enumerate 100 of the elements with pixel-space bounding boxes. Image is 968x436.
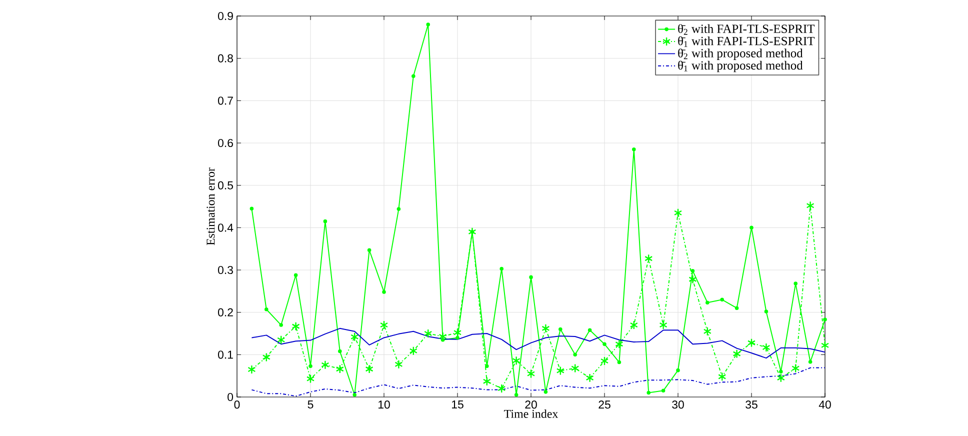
point	[617, 360, 622, 364]
point	[323, 219, 328, 224]
legend-label: θ̄$_{2}$ with FAPI-TLS-ESPRIT	[678, 24, 815, 35]
legend-label: θ̄$_{1}$ with FAPI-TLS-ESPRIT	[678, 36, 815, 47]
line-series	[251, 328, 826, 359]
point	[382, 290, 386, 294]
point	[279, 323, 283, 327]
point	[352, 392, 356, 397]
point	[794, 282, 798, 286]
line-series	[251, 367, 826, 397]
point	[456, 336, 460, 340]
x-tick-label: 0	[234, 400, 240, 409]
point	[688, 274, 697, 284]
point	[734, 306, 739, 310]
point	[409, 346, 418, 356]
y-tick-label: 0	[228, 392, 234, 402]
point	[350, 332, 359, 342]
point	[500, 266, 504, 271]
point	[321, 360, 330, 370]
point	[308, 364, 312, 368]
point	[544, 390, 548, 394]
point	[586, 373, 594, 383]
y-tick-label: 0.3	[218, 266, 233, 274]
x-tick-label: 40	[818, 400, 831, 409]
point	[498, 384, 506, 394]
point	[294, 273, 298, 277]
x-tick-label: 5	[308, 400, 314, 409]
point	[571, 364, 580, 373]
point	[706, 300, 710, 304]
legend-label: θ̄$_{1}$ with proposed method	[678, 60, 803, 72]
point	[412, 74, 416, 78]
x-tick-label: 25	[598, 400, 610, 409]
point	[426, 22, 430, 26]
point	[306, 374, 315, 384]
y-tick-label: 0.6	[218, 138, 233, 148]
point	[762, 342, 770, 352]
point	[747, 338, 756, 348]
point	[823, 318, 827, 322]
point	[676, 368, 680, 372]
point	[336, 364, 344, 374]
point	[542, 324, 550, 334]
point	[600, 356, 609, 366]
point	[779, 370, 783, 374]
point	[602, 342, 606, 346]
y-tick-label: 0.5	[218, 181, 233, 190]
point	[764, 310, 768, 314]
point	[690, 268, 695, 273]
point	[750, 226, 754, 230]
point	[529, 275, 533, 280]
x-tick-label: 30	[672, 400, 684, 409]
point	[632, 147, 636, 152]
legend-label: θ̄$_{2}$ with proposed method	[678, 48, 803, 60]
point	[792, 364, 800, 373]
point	[248, 364, 256, 374]
point	[250, 206, 254, 211]
point	[292, 322, 300, 331]
point	[732, 349, 741, 358]
x-tick-label: 35	[746, 400, 758, 409]
point	[630, 320, 638, 330]
point	[396, 207, 401, 211]
point	[820, 340, 830, 350]
x-axis-title: Time index	[504, 409, 558, 418]
point	[367, 248, 372, 252]
point	[659, 320, 668, 330]
point	[573, 352, 577, 357]
point	[380, 320, 388, 330]
point	[512, 356, 520, 366]
x-tick-label: 10	[378, 400, 390, 409]
point	[808, 360, 812, 364]
point	[674, 208, 682, 218]
y-tick-label: 0.9	[218, 12, 233, 20]
point	[720, 298, 724, 302]
point	[338, 349, 342, 354]
point	[644, 254, 653, 264]
y-tick-label: 0.4	[218, 224, 234, 232]
point	[646, 390, 651, 395]
point	[365, 364, 374, 374]
point	[394, 360, 403, 369]
y-tick-label: 0.1	[218, 350, 233, 359]
point	[776, 373, 785, 383]
point	[424, 328, 432, 338]
point	[514, 392, 518, 397]
point	[615, 340, 624, 349]
point	[264, 307, 268, 312]
point	[718, 372, 726, 382]
x-tick-label: 15	[452, 400, 464, 409]
point	[661, 388, 666, 393]
y-tick-label: 0.2	[218, 308, 233, 316]
point	[277, 335, 286, 344]
point	[485, 364, 489, 368]
point	[556, 366, 564, 376]
point	[703, 326, 712, 336]
point	[482, 376, 491, 386]
y-axis-title: Estimation error	[206, 168, 215, 246]
x-tick-label: 20	[525, 400, 537, 409]
point	[526, 369, 536, 378]
point	[588, 328, 592, 332]
y-tick-label: 0.8	[218, 54, 233, 62]
y-tick-label: 0.7	[218, 96, 233, 105]
point	[558, 327, 562, 332]
